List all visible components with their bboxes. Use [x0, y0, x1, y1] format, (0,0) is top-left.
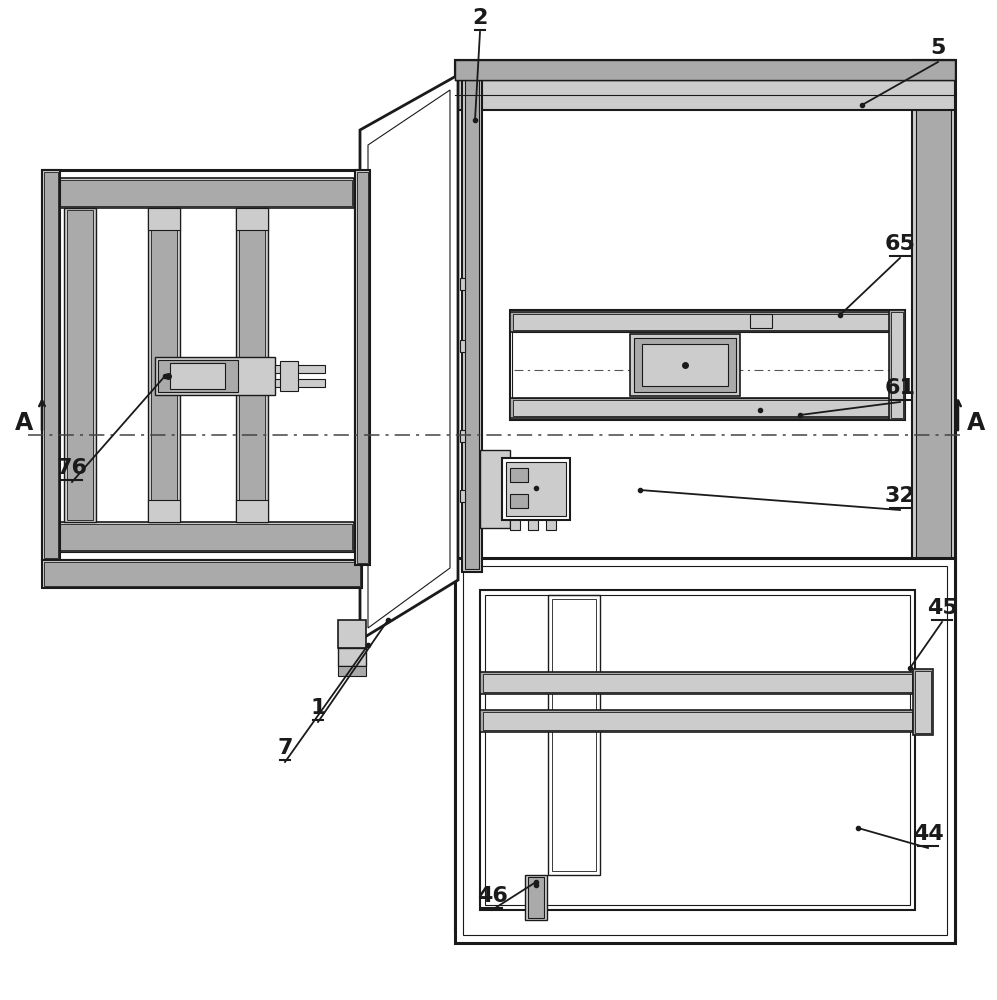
Text: 65: 65 — [884, 234, 915, 254]
Bar — [275, 379, 325, 387]
Bar — [889, 310, 905, 420]
Text: A: A — [15, 411, 33, 435]
Bar — [44, 562, 360, 586]
Bar — [357, 172, 368, 563]
Bar — [510, 494, 528, 508]
Bar — [510, 468, 528, 482]
Bar — [170, 363, 225, 389]
Bar — [338, 648, 366, 666]
Bar — [455, 558, 955, 943]
Bar — [916, 63, 951, 927]
Bar — [750, 314, 772, 328]
Polygon shape — [360, 75, 458, 640]
Bar — [460, 490, 465, 502]
Text: 7: 7 — [277, 738, 293, 758]
Bar — [546, 520, 556, 530]
Bar — [915, 671, 931, 733]
Bar — [148, 500, 180, 522]
Bar — [158, 360, 238, 392]
Bar — [236, 208, 268, 522]
Bar — [236, 500, 268, 522]
Bar — [528, 520, 538, 530]
Bar — [52, 524, 352, 550]
Text: 5: 5 — [930, 38, 946, 58]
Bar — [634, 338, 736, 392]
Text: A: A — [967, 411, 985, 435]
Bar — [455, 60, 955, 110]
Bar — [552, 599, 596, 871]
Text: 32: 32 — [884, 486, 915, 506]
Bar — [42, 560, 362, 588]
Bar — [239, 210, 265, 520]
Bar — [510, 520, 520, 530]
Bar — [236, 208, 268, 230]
Bar — [462, 62, 482, 572]
Bar — [151, 210, 177, 520]
Bar — [480, 590, 915, 910]
Bar — [510, 398, 905, 418]
Bar — [548, 595, 600, 875]
Bar — [338, 620, 366, 648]
Bar — [42, 170, 60, 560]
Text: 44: 44 — [912, 824, 943, 844]
Bar — [148, 208, 180, 522]
Bar — [480, 672, 915, 694]
Bar — [913, 669, 933, 735]
Bar — [510, 310, 905, 420]
Bar — [463, 566, 947, 935]
Bar — [42, 170, 362, 560]
Bar — [510, 312, 905, 332]
Bar — [50, 178, 354, 208]
Bar — [506, 462, 566, 516]
Bar — [460, 430, 465, 442]
Bar — [455, 60, 955, 930]
Bar — [630, 334, 740, 396]
Text: 45: 45 — [926, 598, 957, 618]
Bar — [912, 60, 955, 930]
Bar — [525, 875, 547, 920]
Bar — [155, 357, 275, 395]
Bar — [355, 170, 370, 565]
Text: 76: 76 — [57, 458, 88, 478]
Bar — [512, 332, 903, 398]
Bar — [275, 365, 325, 373]
Bar — [148, 208, 180, 230]
Bar — [460, 340, 465, 352]
Bar — [513, 314, 902, 330]
Bar — [465, 65, 479, 569]
Bar — [485, 595, 910, 905]
Bar — [480, 710, 915, 732]
Bar — [280, 361, 298, 391]
Bar — [338, 666, 366, 676]
Text: 61: 61 — [884, 378, 915, 398]
Text: 46: 46 — [477, 886, 507, 906]
Bar — [502, 458, 570, 520]
Bar — [528, 877, 544, 918]
Bar — [513, 400, 902, 416]
Bar — [52, 180, 352, 206]
Bar — [50, 522, 354, 552]
Text: 1: 1 — [310, 698, 326, 718]
Bar — [483, 674, 912, 692]
Bar — [64, 208, 96, 522]
Bar — [483, 712, 912, 730]
Bar — [50, 178, 354, 552]
Bar — [455, 60, 955, 80]
Bar — [642, 344, 728, 386]
Text: 2: 2 — [473, 8, 488, 28]
Bar — [44, 172, 58, 558]
Bar — [460, 278, 465, 290]
Bar — [891, 312, 903, 418]
Bar — [67, 210, 93, 520]
Bar — [462, 67, 948, 923]
Bar — [480, 450, 510, 528]
